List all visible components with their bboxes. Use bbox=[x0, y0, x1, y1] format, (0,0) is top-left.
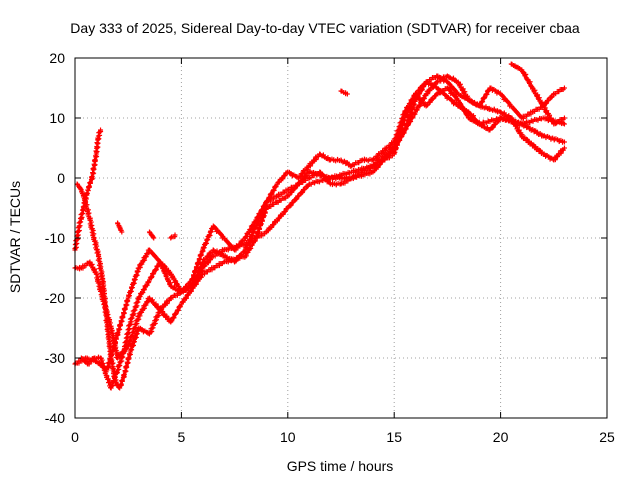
data-point bbox=[124, 359, 130, 365]
data-point bbox=[561, 145, 567, 151]
data-point bbox=[129, 284, 135, 290]
data-point bbox=[126, 355, 132, 361]
data-point bbox=[78, 186, 84, 192]
data-point bbox=[143, 253, 149, 259]
data-point bbox=[119, 377, 125, 383]
data-point bbox=[133, 272, 139, 278]
data-point bbox=[206, 232, 212, 238]
data-point bbox=[121, 372, 127, 377]
data-point bbox=[138, 261, 144, 267]
data-point bbox=[120, 313, 126, 319]
data-point bbox=[271, 187, 277, 193]
data-point bbox=[116, 326, 122, 332]
data-point bbox=[208, 228, 214, 234]
data-point bbox=[269, 190, 275, 196]
data-point bbox=[117, 321, 123, 327]
data-point bbox=[133, 334, 139, 340]
data-point bbox=[121, 310, 127, 316]
data-point bbox=[118, 318, 124, 324]
data-point bbox=[128, 346, 134, 352]
data-point bbox=[130, 342, 136, 348]
data-point bbox=[133, 330, 139, 336]
data-point bbox=[203, 240, 209, 246]
data-point bbox=[113, 335, 119, 341]
data-point bbox=[561, 121, 567, 127]
data-point bbox=[126, 292, 132, 298]
plot-marks bbox=[72, 61, 567, 391]
data-point bbox=[124, 363, 130, 369]
data-point bbox=[106, 359, 112, 365]
data-point bbox=[204, 236, 210, 242]
data-point bbox=[131, 276, 137, 282]
data-point bbox=[200, 244, 206, 250]
data-point bbox=[198, 251, 204, 257]
data-point bbox=[130, 280, 136, 286]
data-point bbox=[175, 307, 181, 313]
data-point bbox=[173, 310, 179, 316]
data-point bbox=[252, 238, 258, 244]
data-point bbox=[170, 314, 176, 320]
data-point bbox=[128, 288, 134, 294]
data-point bbox=[131, 338, 137, 344]
data-point bbox=[122, 305, 128, 311]
data-point bbox=[115, 330, 121, 336]
data-point bbox=[122, 368, 128, 374]
data-point bbox=[134, 268, 140, 274]
data-point bbox=[169, 318, 175, 324]
data-point bbox=[123, 301, 129, 307]
data-point bbox=[196, 256, 202, 262]
data-point bbox=[195, 259, 201, 265]
